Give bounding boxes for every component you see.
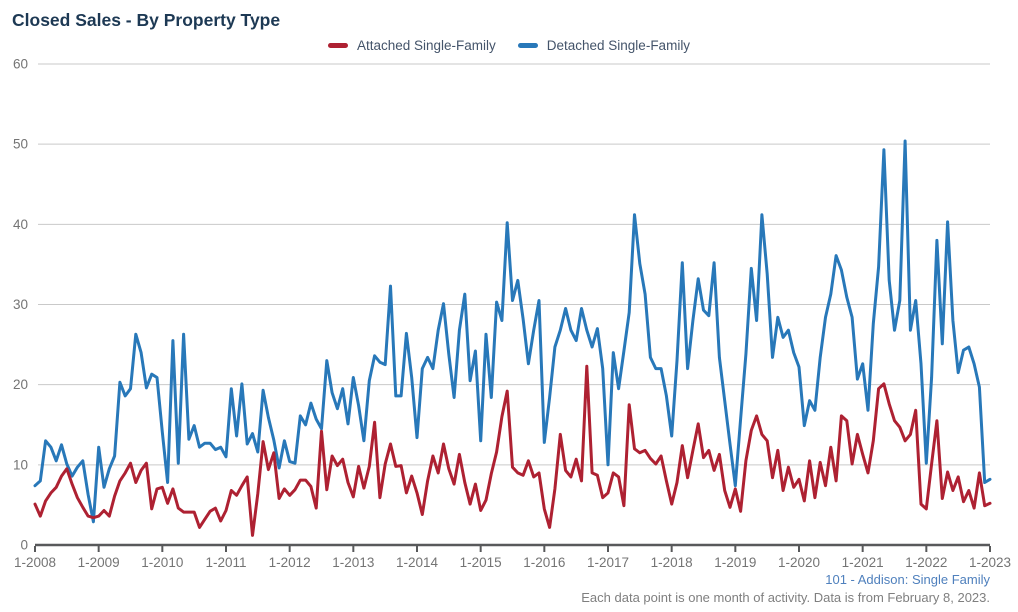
x-tick-label: 1-2019 [714,555,756,570]
legend-item-attached[interactable]: Attached Single-Family [327,37,496,53]
x-tick-label: 1-2020 [778,555,820,570]
x-tick-label: 1-2012 [269,555,311,570]
footer-note: Each data point is one month of activity… [581,590,990,605]
series-line-detached-single-family [33,139,992,524]
legend-label-detached: Detached Single-Family [546,37,691,53]
x-tick-label: 1-2008 [14,555,56,570]
x-tick-label: 1-2022 [905,555,947,570]
x-tick-label: 1-2010 [141,555,183,570]
x-tick-label: 1-2016 [523,555,565,570]
x-tick-label: 1-2014 [396,555,439,570]
legend-item-detached[interactable]: Detached Single-Family [517,37,691,53]
x-tick-label: 1-2015 [460,555,502,570]
x-tick-label: 1-2021 [842,555,884,570]
y-tick-label: 0 [20,538,28,553]
x-tick-label: 1-2017 [587,555,629,570]
page-title: Closed Sales - By Property Type [12,10,281,30]
y-tick-label: 60 [13,57,28,72]
x-tick-label: 1-2011 [205,555,246,570]
series-line-attached-single-family [33,364,992,537]
x-tick-label: 1-2013 [332,555,374,570]
x-tick-label: 1-2018 [651,555,693,570]
x-tick-label: 1-2023 [969,555,1011,570]
y-tick-label: 50 [13,137,28,152]
footer-source-label: 101 - Addison: Single Family [825,572,990,587]
attached-series-swatch-icon [327,42,348,48]
legend-label-attached: Attached Single-Family [356,37,496,53]
y-tick-label: 40 [13,217,28,232]
legend: Attached Single-Family Detached Single-F… [0,36,1018,54]
detached-series-swatch-icon [517,42,538,48]
y-tick-label: 10 [13,457,28,472]
x-tick-label: 1-2009 [78,555,120,570]
y-tick-label: 20 [13,377,28,392]
y-tick-label: 30 [13,297,28,312]
